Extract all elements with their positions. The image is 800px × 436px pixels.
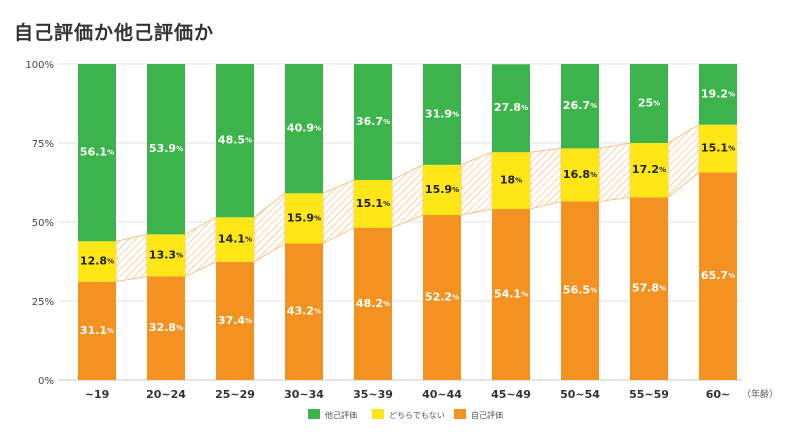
legend-label: 他己評価 bbox=[325, 410, 357, 420]
data-label: 12.8% bbox=[80, 255, 114, 268]
bar-segment bbox=[147, 64, 185, 235]
y-tick-label: 100% bbox=[25, 60, 54, 71]
connector-band bbox=[460, 151, 493, 216]
data-label: 48.2% bbox=[356, 297, 390, 310]
bar-segment bbox=[216, 64, 254, 218]
connector-band bbox=[115, 233, 148, 283]
bar-segment bbox=[699, 64, 737, 125]
bar-segment bbox=[423, 215, 461, 380]
bar-segment bbox=[630, 143, 668, 198]
bar-segment bbox=[285, 193, 323, 244]
data-label: 54.1% bbox=[494, 288, 528, 301]
connector-band bbox=[667, 123, 700, 199]
chart-title: 自己評価か他己評価か bbox=[14, 22, 215, 44]
bar-segment bbox=[216, 217, 254, 262]
data-label: 43.2% bbox=[287, 305, 321, 318]
data-label: 31.9% bbox=[425, 107, 459, 120]
bar-segment bbox=[354, 227, 392, 380]
bar-segment bbox=[423, 164, 461, 216]
data-label: 27.8% bbox=[494, 101, 528, 114]
data-label: 15.9% bbox=[425, 183, 459, 196]
bar-segment bbox=[354, 179, 392, 228]
x-tick-label: 45~49 bbox=[491, 388, 531, 401]
x-tick-label: 20~24 bbox=[146, 388, 186, 401]
data-label: 25% bbox=[638, 97, 660, 110]
bar-segment bbox=[354, 64, 392, 180]
bar-segment bbox=[285, 64, 323, 194]
x-tick-label: 25~29 bbox=[215, 388, 255, 401]
data-label: 48.5% bbox=[218, 134, 252, 147]
data-label: 13.3% bbox=[149, 248, 183, 261]
data-label: 53.9% bbox=[149, 142, 183, 155]
bar-segment bbox=[630, 197, 668, 380]
bar-segment bbox=[78, 281, 116, 380]
connector-band bbox=[184, 216, 217, 277]
bar-segment bbox=[147, 234, 185, 277]
bar-segment bbox=[561, 201, 599, 380]
legend-label: どちらでもない bbox=[389, 411, 445, 420]
bar-segment bbox=[630, 64, 668, 143]
data-label: 32.8% bbox=[149, 321, 183, 334]
bar-segment bbox=[147, 276, 185, 380]
x-tick-label: 60~ bbox=[706, 388, 731, 401]
x-tick-label: 55~59 bbox=[629, 388, 669, 401]
bar-segment bbox=[423, 64, 461, 165]
data-label: 18% bbox=[500, 174, 522, 187]
connector-band bbox=[391, 164, 424, 229]
legend-swatch bbox=[372, 409, 384, 419]
legend-label: 自己評価 bbox=[471, 410, 503, 420]
data-label: 15.1% bbox=[701, 142, 735, 155]
connector-band bbox=[529, 147, 562, 210]
bar-segment bbox=[285, 243, 323, 380]
data-label: 56.5% bbox=[563, 284, 597, 297]
connector-band bbox=[322, 179, 355, 245]
bar-segment bbox=[78, 241, 116, 282]
data-label: 15.1% bbox=[356, 197, 390, 210]
x-tick-label: 40~44 bbox=[422, 388, 462, 401]
bar-segment bbox=[561, 64, 599, 149]
x-tick-label: 30~34 bbox=[284, 388, 324, 401]
bar-segment bbox=[492, 152, 530, 210]
data-label: 57.8% bbox=[632, 282, 666, 295]
x-tick-label: 50~54 bbox=[560, 388, 600, 401]
data-label: 37.4% bbox=[218, 314, 252, 327]
bar-segment bbox=[492, 64, 530, 153]
bar-segment bbox=[561, 148, 599, 202]
bar-segment bbox=[699, 172, 737, 380]
bar-segment bbox=[216, 261, 254, 380]
data-label: 16.8% bbox=[563, 168, 597, 181]
legend-swatch bbox=[454, 409, 466, 419]
x-axis-label: （年齢） bbox=[742, 388, 778, 400]
y-tick-label: 75% bbox=[32, 139, 54, 150]
bar-segment bbox=[492, 209, 530, 380]
connector-band bbox=[598, 142, 631, 202]
y-tick-label: 50% bbox=[32, 218, 54, 229]
legend-swatch bbox=[308, 409, 320, 419]
bar-segment bbox=[78, 64, 116, 242]
data-label: 19.2% bbox=[701, 87, 735, 100]
data-label: 26.7% bbox=[563, 99, 597, 112]
connector-band bbox=[253, 192, 286, 263]
x-tick-label: 35~39 bbox=[353, 388, 393, 401]
data-label: 56.1% bbox=[80, 146, 114, 159]
data-label: 65.7% bbox=[701, 269, 735, 282]
data-label: 14.1% bbox=[218, 233, 252, 246]
data-label: 17.2% bbox=[632, 163, 666, 176]
x-tick-label: ~19 bbox=[85, 388, 110, 401]
bar-segment bbox=[699, 124, 737, 173]
data-label: 40.9% bbox=[287, 122, 321, 135]
y-tick-label: 0% bbox=[38, 376, 54, 387]
data-label: 31.1% bbox=[80, 324, 114, 337]
data-label: 36.7% bbox=[356, 115, 390, 128]
data-label: 15.9% bbox=[287, 211, 321, 224]
y-tick-label: 25% bbox=[32, 297, 54, 308]
data-label: 52.2% bbox=[425, 291, 459, 304]
